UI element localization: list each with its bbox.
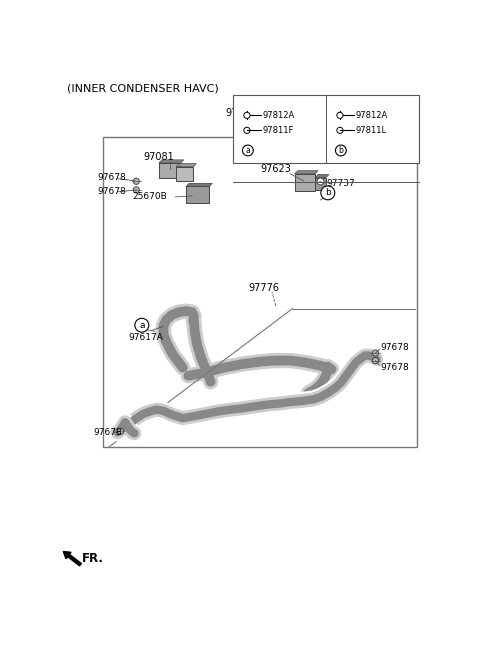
Circle shape: [244, 112, 250, 119]
Text: a: a: [139, 321, 144, 330]
Text: 97678: 97678: [381, 363, 409, 372]
Text: 25670B: 25670B: [132, 192, 168, 201]
FancyArrow shape: [63, 552, 82, 566]
Polygon shape: [295, 171, 318, 174]
Circle shape: [133, 178, 139, 184]
Circle shape: [244, 127, 250, 133]
Circle shape: [336, 145, 346, 156]
Circle shape: [133, 187, 139, 193]
Text: 97081: 97081: [143, 152, 174, 162]
Polygon shape: [315, 174, 329, 178]
Text: b: b: [325, 188, 331, 197]
Bar: [315, 178, 326, 190]
Polygon shape: [176, 164, 196, 167]
Text: 97776: 97776: [248, 283, 279, 293]
Text: 97811F: 97811F: [263, 126, 294, 135]
Text: 97678: 97678: [381, 343, 409, 352]
Text: b: b: [338, 146, 343, 155]
Text: 97737: 97737: [326, 179, 355, 188]
Text: 97775A: 97775A: [225, 108, 263, 117]
Text: 97811L: 97811L: [355, 126, 386, 135]
Polygon shape: [186, 183, 212, 186]
Circle shape: [135, 318, 149, 332]
Bar: [186, 186, 209, 203]
Bar: [176, 167, 193, 180]
Circle shape: [321, 186, 335, 200]
Text: 97812A: 97812A: [355, 111, 388, 120]
Circle shape: [372, 358, 379, 363]
Text: 97678: 97678: [97, 188, 126, 196]
Text: 97678: 97678: [97, 173, 126, 182]
Bar: [233, 95, 419, 163]
Bar: [295, 174, 315, 191]
Text: FR.: FR.: [82, 552, 104, 565]
Circle shape: [337, 112, 343, 119]
Polygon shape: [159, 160, 184, 163]
Text: 97617A: 97617A: [129, 333, 164, 342]
Text: a: a: [245, 146, 250, 155]
Circle shape: [337, 127, 343, 133]
Circle shape: [242, 145, 253, 156]
Circle shape: [118, 428, 124, 434]
Text: 97678: 97678: [94, 428, 122, 437]
Text: (INNER CONDENSER HAVC): (INNER CONDENSER HAVC): [67, 84, 219, 94]
Text: 97812A: 97812A: [263, 111, 295, 120]
Bar: [159, 163, 180, 178]
Circle shape: [372, 350, 379, 356]
Text: 97623: 97623: [260, 163, 291, 174]
